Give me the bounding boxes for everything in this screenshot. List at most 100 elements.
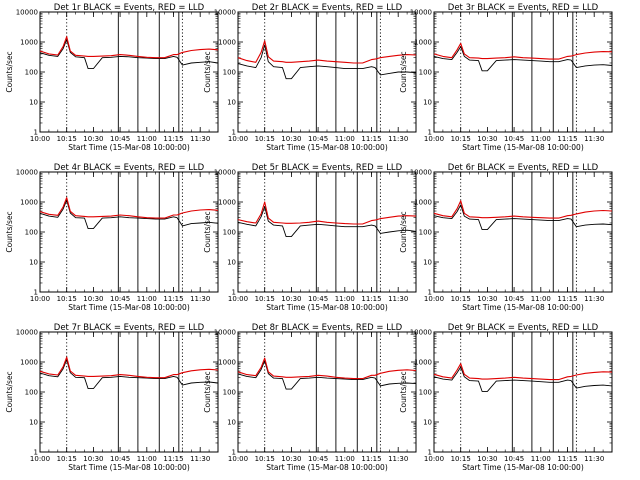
lld-line — [39, 356, 219, 379]
x-tick-label: 10:00 — [424, 135, 444, 143]
x-tick-label: 11:00 — [335, 135, 355, 143]
x-axis-label: Start Time (15-Mar-08 10:00:00) — [68, 143, 190, 152]
y-axis-label: Counts/sec — [5, 211, 14, 252]
y-tick-label: 100 — [223, 229, 236, 237]
x-tick-label: 10:30 — [281, 135, 301, 143]
events-line — [433, 366, 613, 392]
lld-line — [237, 201, 417, 225]
x-tick-label: 11:30 — [190, 135, 210, 143]
x-tick-label: 11:30 — [388, 135, 408, 143]
y-tick-label: 100 — [419, 389, 432, 397]
y-tick-label: 1 — [232, 449, 236, 457]
x-tick-label: 10:15 — [255, 295, 275, 303]
events-line — [39, 39, 219, 70]
y-tick-label: 100 — [419, 69, 432, 77]
y-tick-label: 10000 — [410, 9, 432, 17]
panel-det-3: Det 3r BLACK = Events, RED = LLD 1 10 100 10… — [399, 3, 613, 152]
events-line — [433, 204, 613, 231]
chart-title: Det 9r BLACK = Events, RED = LLD — [448, 323, 599, 333]
x-tick-label: 10:00 — [228, 295, 248, 303]
x-tick-label: 11:15 — [361, 455, 381, 463]
lld-line — [433, 363, 613, 381]
y-tick-label: 1000 — [218, 39, 236, 47]
y-tick-label: 10000 — [16, 169, 38, 177]
y-tick-label: 10 — [227, 99, 236, 107]
panel-det-6: Det 6r BLACK = Events, RED = LLD 1 10 100 10… — [399, 163, 613, 312]
y-tick-label: 1000 — [20, 199, 38, 207]
lld-line — [39, 36, 219, 59]
panel-det-9: Det 9r BLACK = Events, RED = LLD 1 10 100 10… — [399, 323, 613, 472]
events-line — [433, 46, 613, 72]
x-tick-label: 10:15 — [255, 135, 275, 143]
x-tick-label: 10:00 — [228, 135, 248, 143]
x-tick-label: 10:15 — [57, 295, 77, 303]
x-tick-label: 10:15 — [451, 135, 471, 143]
x-tick-label: 11:15 — [163, 455, 183, 463]
y-tick-label: 1 — [428, 449, 432, 457]
y-tick-label: 100 — [25, 69, 38, 77]
y-tick-label: 1 — [232, 129, 236, 137]
x-tick-label: 10:45 — [504, 295, 524, 303]
x-axis-label: Start Time (15-Mar-08 10:00:00) — [266, 303, 388, 312]
x-tick-label: 10:15 — [451, 295, 471, 303]
x-tick-label: 10:45 — [504, 135, 524, 143]
y-tick-label: 10 — [29, 419, 38, 427]
y-tick-label: 1 — [428, 289, 432, 297]
chart-title: Det 8r BLACK = Events, RED = LLD — [252, 323, 403, 333]
x-tick-label: 10:00 — [228, 455, 248, 463]
x-tick-label: 10:00 — [30, 295, 50, 303]
panel-det-2: Det 2r BLACK = Events, RED = LLD 1 10 100 10… — [203, 3, 417, 152]
y-tick-label: 1000 — [218, 199, 236, 207]
events-line — [237, 44, 417, 80]
y-tick-label: 1000 — [414, 359, 432, 367]
events-line — [237, 206, 417, 238]
y-tick-label: 100 — [25, 389, 38, 397]
x-tick-label: 10:45 — [110, 135, 130, 143]
x-tick-label: 11:15 — [163, 135, 183, 143]
x-tick-label: 11:30 — [388, 295, 408, 303]
x-tick-label: 10:00 — [30, 135, 50, 143]
x-tick-label: 10:00 — [424, 455, 444, 463]
x-tick-label: 10:30 — [83, 295, 103, 303]
y-tick-label: 10 — [423, 419, 432, 427]
y-tick-label: 10 — [227, 419, 236, 427]
panel-det-8: Det 8r BLACK = Events, RED = LLD 1 10 100 10… — [203, 323, 417, 472]
x-axis-label: Start Time (15-Mar-08 10:00:00) — [68, 303, 190, 312]
x-tick-label: 10:00 — [30, 455, 50, 463]
y-axis-label: Counts/sec — [203, 51, 212, 92]
x-tick-label: 10:30 — [477, 455, 497, 463]
x-tick-label: 11:00 — [531, 455, 551, 463]
x-axis-label: Start Time (15-Mar-08 10:00:00) — [462, 303, 584, 312]
x-tick-label: 11:15 — [361, 295, 381, 303]
y-tick-label: 10000 — [410, 329, 432, 337]
lld-line — [237, 357, 417, 380]
chart-title: Det 2r BLACK = Events, RED = LLD — [252, 3, 403, 13]
x-tick-label: 11:00 — [531, 295, 551, 303]
y-tick-label: 10000 — [16, 9, 38, 17]
y-axis-label: Counts/sec — [399, 371, 408, 412]
x-tick-label: 11:30 — [584, 455, 604, 463]
x-tick-label: 11:00 — [531, 135, 551, 143]
y-tick-label: 10000 — [214, 329, 236, 337]
x-tick-label: 11:00 — [137, 295, 157, 303]
y-tick-label: 1000 — [218, 359, 236, 367]
events-line — [237, 360, 417, 390]
chart-title: Det 4r BLACK = Events, RED = LLD — [54, 163, 205, 173]
y-tick-label: 1000 — [414, 199, 432, 207]
x-tick-label: 11:00 — [335, 455, 355, 463]
y-tick-label: 100 — [419, 229, 432, 237]
lld-line — [237, 40, 417, 64]
y-tick-label: 10 — [423, 99, 432, 107]
chart-title: Det 5r BLACK = Events, RED = LLD — [252, 163, 403, 173]
x-tick-label: 10:45 — [504, 455, 524, 463]
lld-line — [433, 42, 613, 60]
x-tick-label: 11:00 — [137, 135, 157, 143]
chart-title: Det 6r BLACK = Events, RED = LLD — [448, 163, 599, 173]
y-axis-label: Counts/sec — [203, 211, 212, 252]
x-tick-label: 11:15 — [557, 135, 577, 143]
x-tick-label: 10:30 — [83, 135, 103, 143]
y-tick-label: 1000 — [414, 39, 432, 47]
x-tick-label: 11:30 — [190, 455, 210, 463]
y-tick-label: 1000 — [20, 39, 38, 47]
